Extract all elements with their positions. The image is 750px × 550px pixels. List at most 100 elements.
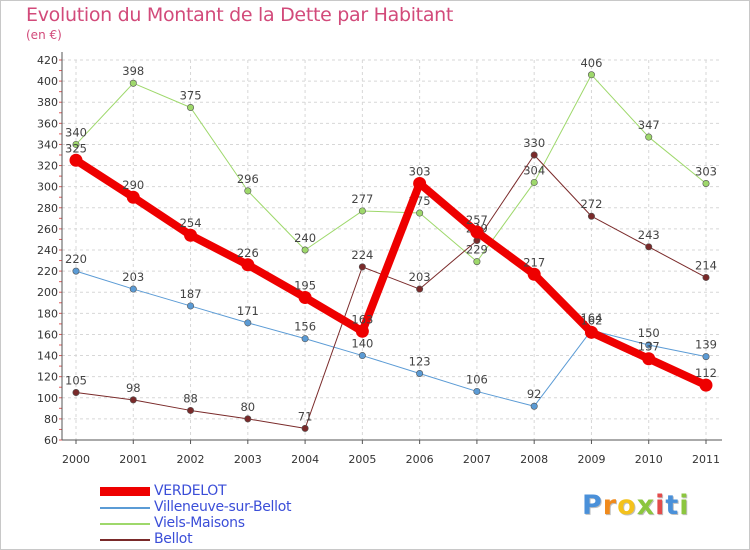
data-point-verdelot xyxy=(126,190,140,204)
y-tick-label: 60 xyxy=(44,434,58,447)
data-label-verdelot: 325 xyxy=(65,141,87,155)
x-tick-label: 2010 xyxy=(635,453,663,466)
data-point-bellot xyxy=(301,424,309,432)
data-point-verdelot xyxy=(584,325,598,339)
y-tick-label: 80 xyxy=(44,413,58,426)
data-label-villeneuve-sur-bellot: 187 xyxy=(180,287,202,301)
data-point-bellot xyxy=(187,406,195,414)
data-label-bellot: 330 xyxy=(523,136,545,150)
data-point-verdelot xyxy=(470,225,484,239)
data-label-viels-maisons: 296 xyxy=(237,172,259,186)
data-label-verdelot: 290 xyxy=(122,178,144,192)
data-label-bellot: 214 xyxy=(695,258,717,272)
y-tick-label: 220 xyxy=(37,265,58,278)
data-label-bellot: 98 xyxy=(126,381,141,395)
x-tick-label: 2005 xyxy=(348,453,376,466)
data-point-villeneuve-sur-bellot xyxy=(358,352,366,360)
data-point-bellot xyxy=(416,285,424,293)
data-point-bellot xyxy=(702,273,710,281)
data-label-viels-maisons: 304 xyxy=(523,163,545,177)
proxiti-logo: Proxiti xyxy=(582,490,690,521)
data-label-verdelot: 112 xyxy=(695,366,717,380)
data-label-bellot: 203 xyxy=(409,270,431,284)
y-tick-label: 140 xyxy=(37,350,58,363)
y-tick-label: 280 xyxy=(37,202,58,215)
data-point-verdelot xyxy=(527,267,541,281)
chart-subtitle: (en €) xyxy=(26,28,62,42)
data-label-villeneuve-sur-bellot: 156 xyxy=(294,320,316,334)
data-point-viels-maisons xyxy=(244,187,252,195)
data-label-villeneuve-sur-bellot: 140 xyxy=(351,337,373,351)
y-tick-label: 260 xyxy=(37,223,58,236)
data-point-verdelot xyxy=(298,291,312,304)
legend-label: Bellot xyxy=(154,531,193,547)
logo-letter: t xyxy=(665,490,680,521)
data-label-verdelot: 226 xyxy=(237,246,259,260)
data-point-bellot xyxy=(129,396,137,404)
data-label-verdelot: 217 xyxy=(523,255,545,269)
legend-label: Viels-Maisons xyxy=(154,515,245,531)
y-tick-label: 160 xyxy=(37,328,58,341)
data-point-villeneuve-sur-bellot xyxy=(645,341,653,349)
data-label-viels-maisons: 277 xyxy=(351,192,373,206)
data-label-bellot: 105 xyxy=(65,374,87,388)
data-point-verdelot xyxy=(69,153,83,167)
data-label-bellot: 71 xyxy=(298,409,313,423)
data-label-viels-maisons: 303 xyxy=(695,165,717,179)
x-tick-label: 2006 xyxy=(406,453,434,466)
data-point-viels-maisons xyxy=(187,104,195,112)
legend-swatch xyxy=(100,507,150,509)
data-point-viels-maisons xyxy=(645,133,653,141)
logo-letter: o xyxy=(617,490,637,521)
logo-letter: r xyxy=(602,490,618,521)
data-point-bellot xyxy=(358,263,366,271)
data-point-villeneuve-sur-bellot xyxy=(301,335,309,343)
data-label-villeneuve-sur-bellot: 139 xyxy=(695,338,717,352)
logo-letter: i xyxy=(655,490,666,521)
data-label-bellot: 272 xyxy=(580,197,602,211)
x-tick-label: 2009 xyxy=(577,453,605,466)
legend-swatch xyxy=(100,523,150,525)
data-point-bellot xyxy=(587,212,595,220)
data-label-villeneuve-sur-bellot: 92 xyxy=(527,387,542,401)
data-point-verdelot xyxy=(413,177,427,190)
data-point-villeneuve-sur-bellot xyxy=(187,302,195,310)
data-point-bellot xyxy=(244,415,252,423)
data-point-bellot xyxy=(72,388,80,396)
data-label-villeneuve-sur-bellot: 203 xyxy=(122,270,144,284)
data-label-villeneuve-sur-bellot: 106 xyxy=(466,372,488,386)
data-point-verdelot xyxy=(699,378,713,392)
data-point-viels-maisons xyxy=(358,207,366,215)
series-line-verdelot xyxy=(72,156,710,390)
chart-title: Evolution du Montant de la Dette par Hab… xyxy=(26,4,454,26)
y-tick-label: 180 xyxy=(37,307,58,320)
data-label-viels-maisons: 347 xyxy=(638,118,660,132)
x-tick-label: 2007 xyxy=(463,453,491,466)
data-point-bellot xyxy=(530,151,538,159)
data-label-bellot: 88 xyxy=(183,391,198,405)
data-label-viels-maisons: 240 xyxy=(294,231,316,245)
data-label-viels-maisons: 229 xyxy=(466,243,488,257)
data-point-viels-maisons xyxy=(702,180,710,188)
data-point-villeneuve-sur-bellot xyxy=(416,369,424,377)
data-point-viels-maisons xyxy=(416,209,424,217)
data-point-verdelot xyxy=(642,352,656,366)
y-tick-label: 300 xyxy=(37,181,58,194)
series-line-bellot xyxy=(75,154,707,429)
data-label-villeneuve-sur-bellot: 150 xyxy=(638,326,660,340)
data-point-villeneuve-sur-bellot xyxy=(473,387,481,395)
legend-swatch xyxy=(100,539,150,541)
data-label-viels-maisons: 406 xyxy=(580,56,602,70)
legend-swatch xyxy=(100,487,150,496)
data-point-verdelot xyxy=(355,324,369,338)
y-tick-label: 400 xyxy=(37,75,58,88)
data-point-viels-maisons xyxy=(530,178,538,186)
data-point-viels-maisons xyxy=(473,258,481,266)
x-tick-label: 2008 xyxy=(520,453,548,466)
data-point-viels-maisons xyxy=(587,71,595,79)
y-tick-label: 120 xyxy=(37,371,58,384)
data-label-viels-maisons: 375 xyxy=(180,89,202,103)
x-tick-label: 2000 xyxy=(62,453,90,466)
logo-letter: x xyxy=(636,490,656,521)
